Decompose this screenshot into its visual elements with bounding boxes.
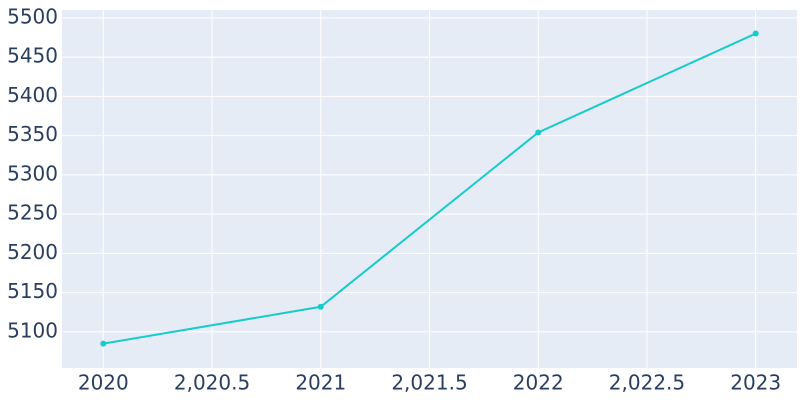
- x-tick-label: 2021: [295, 371, 346, 395]
- y-tick-label: 5500: [7, 4, 58, 28]
- line: [103, 32, 757, 345]
- x-tick-label: 2020: [78, 371, 129, 395]
- point: [100, 340, 107, 347]
- y-tick-label: 5150: [7, 279, 58, 303]
- x-tick-label: 2,021.5: [391, 371, 467, 395]
- y-tick-label: 5300: [7, 161, 58, 185]
- y-tick-label: 5250: [7, 201, 58, 225]
- point: [317, 303, 324, 310]
- y-tick-label: 5100: [7, 318, 58, 342]
- x-tick-label: 2,022.5: [609, 371, 685, 395]
- x-tick-label: 2022: [513, 371, 564, 395]
- y-tick-label: 5400: [7, 83, 58, 107]
- y-tick-label: 5200: [7, 240, 58, 264]
- x-tick-label: 2023: [730, 371, 781, 395]
- y-tick-label: 5350: [7, 122, 58, 146]
- y-tick-label: 5450: [7, 44, 58, 68]
- point: [535, 129, 542, 136]
- x-tick-label: 2,020.5: [174, 371, 250, 395]
- point: [752, 30, 759, 37]
